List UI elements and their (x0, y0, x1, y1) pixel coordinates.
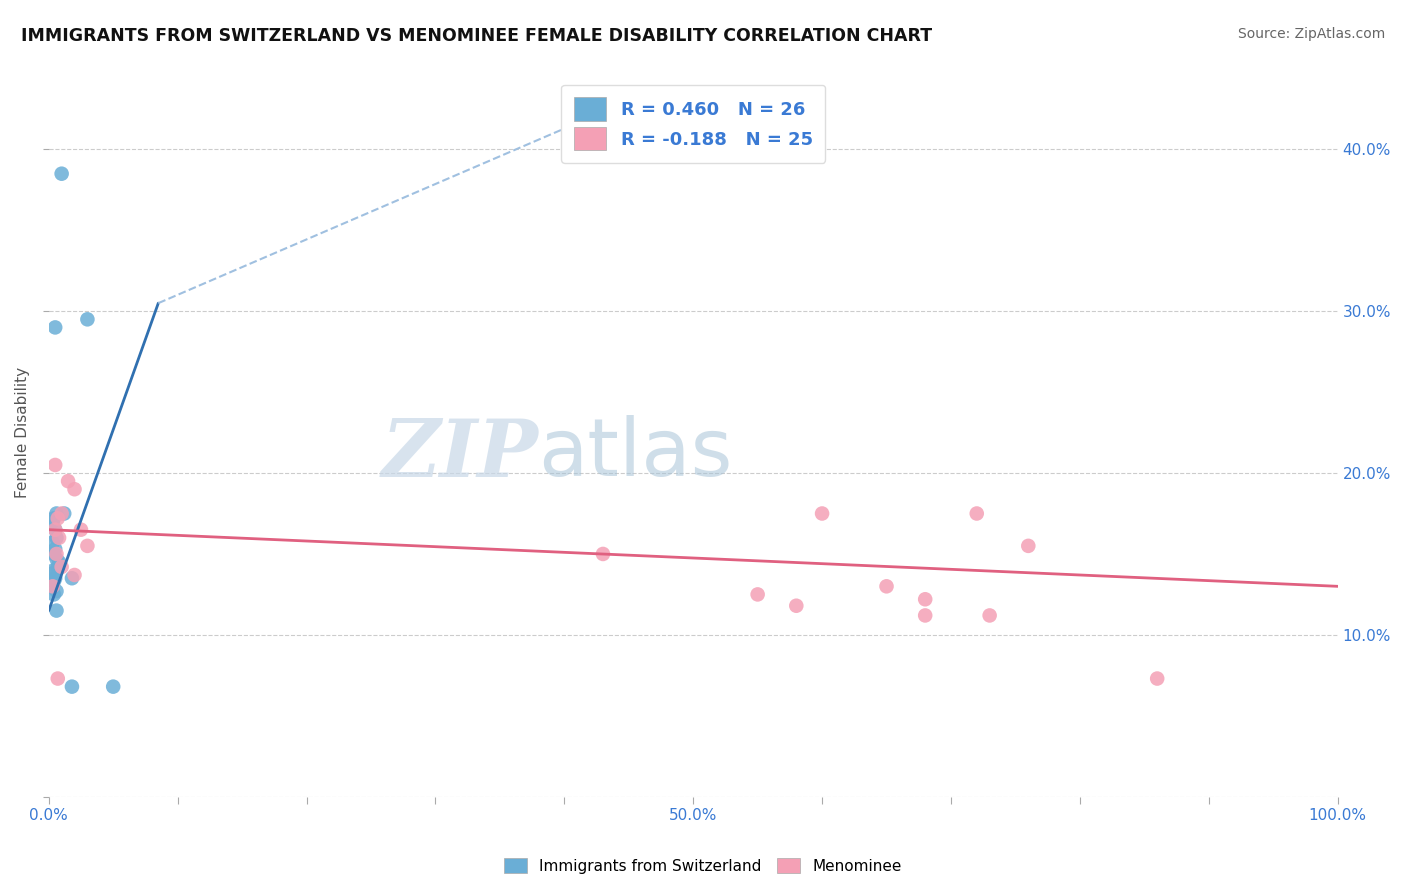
Point (44, 320, 66, 334)
Point (76, 539, 98, 553)
Text: IMMIGRANTS FROM SWITZERLAND VS MENOMINEE FEMALE DISABILITY CORRELATION CHART: IMMIGRANTS FROM SWITZERLAND VS MENOMINEE… (21, 27, 932, 45)
Point (48, 555, 70, 569)
Point (41, 579, 63, 593)
Point (70, 523, 93, 537)
Point (42, 587, 65, 601)
Point (46, 672, 69, 686)
Point (914, 592, 936, 607)
Point (60, 680, 83, 694)
Point (44, 523, 66, 537)
Point (45, 507, 67, 521)
Point (48, 531, 70, 545)
Point (42, 547, 65, 561)
Point (41, 579, 63, 593)
Point (45, 531, 67, 545)
Point (876, 579, 898, 593)
Point (51, 560, 73, 574)
Y-axis label: Female Disability: Female Disability (15, 367, 30, 498)
Point (46, 560, 69, 574)
Point (51, 507, 73, 521)
Point (42, 574, 65, 589)
Point (45, 547, 67, 561)
Point (1017, 539, 1039, 553)
Point (76, 312, 98, 326)
Point (42, 511, 65, 525)
Text: ZIP: ZIP (381, 416, 538, 493)
Point (45, 584, 67, 599)
Point (44, 523, 66, 537)
Legend: Immigrants from Switzerland, Menominee: Immigrants from Switzerland, Menominee (498, 852, 908, 880)
Point (1146, 672, 1168, 686)
Point (41, 515, 63, 529)
Text: atlas: atlas (538, 416, 733, 493)
Point (41, 535, 63, 549)
Point (44, 542, 66, 557)
Point (45, 551, 67, 566)
Legend: R = 0.460   N = 26, R = -0.188   N = 25: R = 0.460 N = 26, R = -0.188 N = 25 (561, 85, 825, 163)
Point (53, 507, 76, 521)
Point (811, 507, 834, 521)
Point (60, 571, 83, 585)
Text: Source: ZipAtlas.com: Source: ZipAtlas.com (1237, 27, 1385, 41)
Point (45, 604, 67, 618)
Point (63, 568, 86, 582)
Point (46, 511, 69, 525)
Point (785, 599, 807, 613)
Point (979, 608, 1001, 623)
Point (44, 458, 66, 472)
Point (592, 547, 614, 561)
Point (966, 507, 988, 521)
Point (51, 167, 73, 181)
Point (914, 608, 936, 623)
Point (41, 566, 63, 581)
Point (747, 587, 769, 601)
Point (103, 680, 125, 694)
Point (42, 563, 65, 577)
Point (44, 571, 66, 585)
Point (56, 474, 79, 488)
Point (63, 482, 86, 496)
